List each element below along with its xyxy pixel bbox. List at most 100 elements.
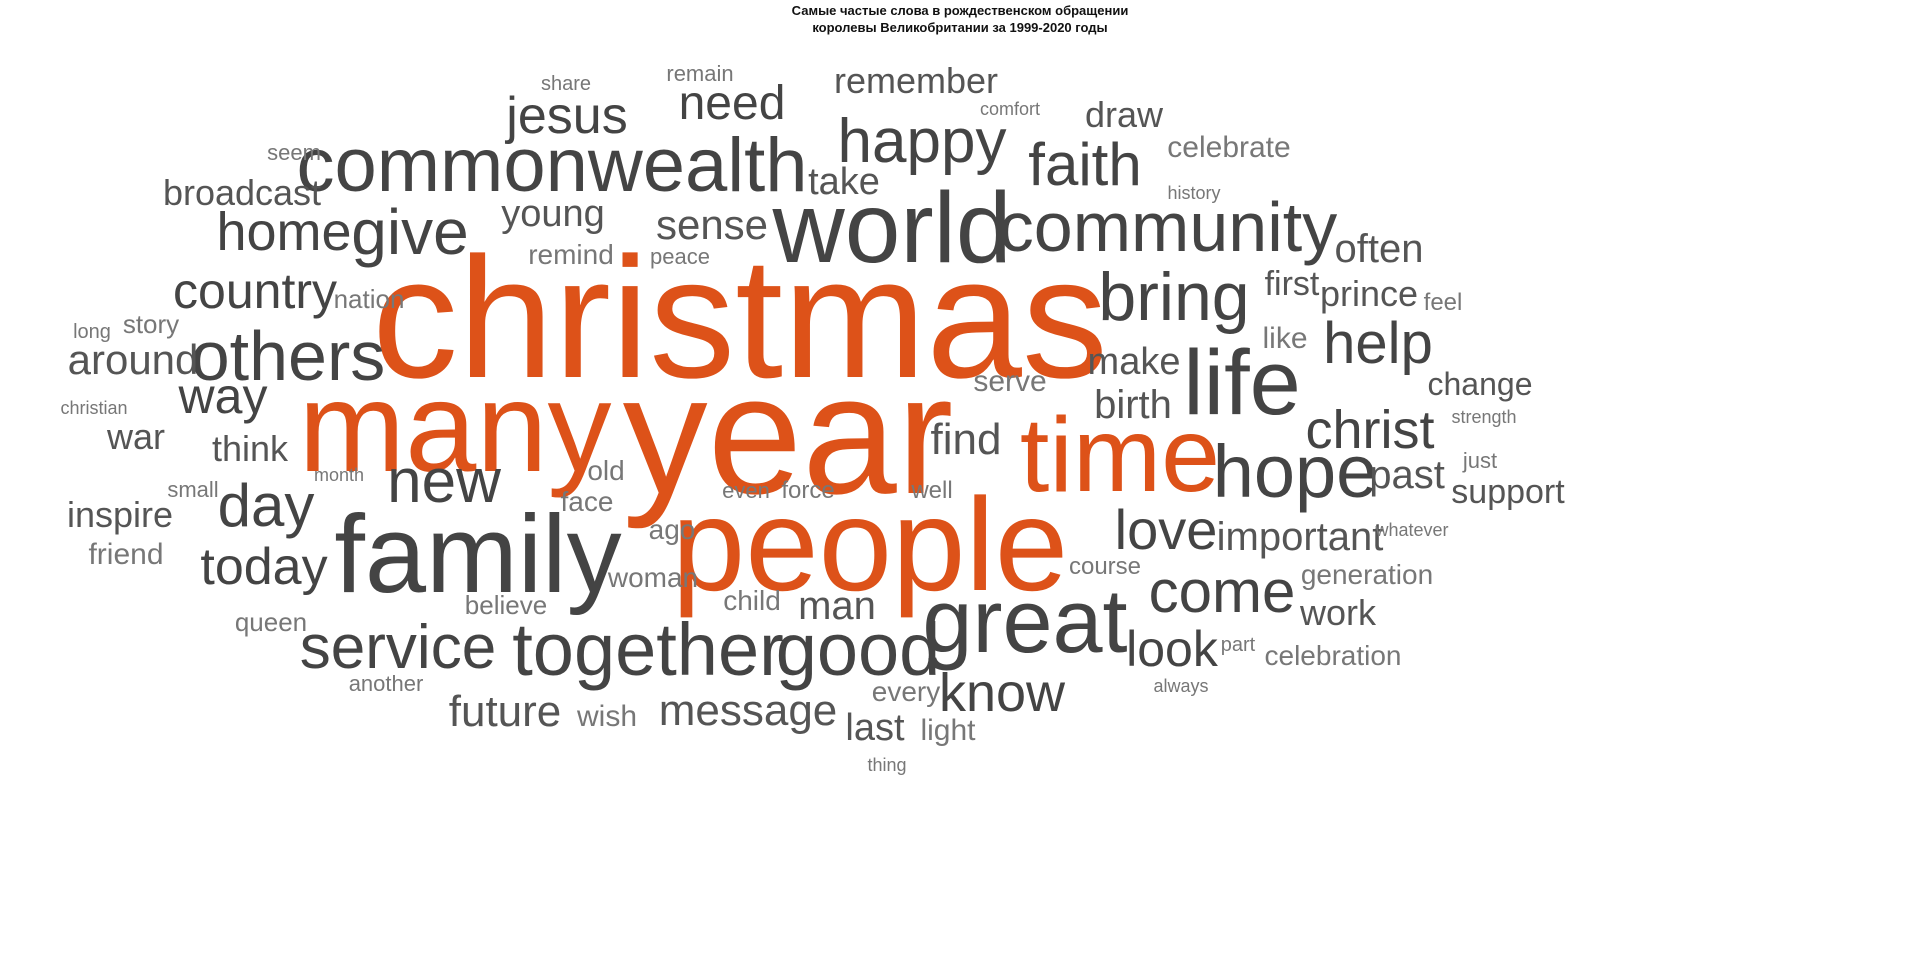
word-jesus: jesus <box>506 87 628 145</box>
word-part: part <box>1220 634 1256 656</box>
word-long: long <box>73 321 111 343</box>
word-wish: wish <box>576 700 638 733</box>
word-community: community <box>998 188 1338 266</box>
word-remember: remember <box>833 60 999 101</box>
word-bring: bring <box>1098 259 1250 335</box>
word-believe: believe <box>464 590 548 620</box>
word-seem: seem <box>267 140 321 165</box>
word-come: come <box>1148 558 1296 625</box>
word-family: family <box>334 493 622 616</box>
word-month: month <box>313 465 365 485</box>
word-love: love <box>1114 498 1218 561</box>
word-past: past <box>1369 453 1445 497</box>
word-history: history <box>1167 183 1221 203</box>
word-child: child <box>723 585 781 616</box>
word-together: together <box>512 608 784 691</box>
word-world: world <box>772 172 1012 284</box>
word-another: another <box>348 671 424 696</box>
word-force: force <box>781 477 835 504</box>
word-young: young <box>501 193 605 235</box>
word-faith: faith <box>1028 131 1142 198</box>
word-share: share <box>540 73 592 95</box>
word-queen: queen <box>234 607 308 637</box>
word-feel: feel <box>1423 289 1463 316</box>
word-man: man <box>798 584 876 628</box>
word-look: look <box>1126 621 1218 677</box>
word-well: well <box>911 477 953 504</box>
word-whatever: whatever <box>1375 520 1449 540</box>
word-take: take <box>808 161 880 203</box>
word-many: many <box>298 356 612 499</box>
word-prince: prince <box>1319 273 1419 314</box>
word-nation: nation <box>333 284 405 314</box>
word-thing: thing <box>867 755 907 775</box>
word-face: face <box>560 486 614 517</box>
word-future: future <box>448 687 562 736</box>
word-today: today <box>200 538 328 596</box>
word-great: great <box>922 572 1128 672</box>
word-commonwealth: commonwealth <box>296 123 808 208</box>
word-think: think <box>211 428 289 469</box>
word-every: every <box>871 676 941 707</box>
word-hope: hope <box>1212 430 1378 513</box>
word-celebrate: celebrate <box>1167 131 1291 164</box>
word-often: often <box>1334 227 1424 271</box>
word-story: story <box>122 309 180 339</box>
word-work: work <box>1299 592 1377 633</box>
word-know: know <box>938 663 1066 723</box>
word-course: course <box>1068 553 1142 580</box>
word-like: like <box>1262 322 1308 355</box>
word-happy: happy <box>837 107 1007 176</box>
word-strength: strength <box>1451 407 1517 427</box>
word-others: others <box>190 317 386 395</box>
word-give: give <box>351 196 469 268</box>
word-christian: christian <box>60 398 128 418</box>
word-light: light <box>920 714 976 747</box>
word-message: message <box>658 686 838 735</box>
word-always: always <box>1153 676 1209 696</box>
word-celebration: celebration <box>1264 640 1402 671</box>
word-country: country <box>173 263 337 319</box>
word-inspire: inspire <box>66 494 174 535</box>
word-year: year <box>622 340 954 530</box>
word-need: need <box>678 77 786 130</box>
word-comfort: comfort <box>979 99 1041 119</box>
chart-title: Самые частые слова в рождественском обра… <box>0 2 1920 36</box>
word-friend: friend <box>88 538 164 571</box>
word-make: make <box>1087 341 1181 383</box>
word-remain: remain <box>666 61 734 86</box>
word-christ: christ <box>1305 400 1435 460</box>
word-draw: draw <box>1084 94 1164 135</box>
word-war: war <box>106 416 166 457</box>
word-peace: peace <box>650 244 710 269</box>
word-birth: birth <box>1094 383 1172 427</box>
word-sense: sense <box>655 201 769 248</box>
word-life: life <box>1183 332 1301 434</box>
word-service: service <box>299 613 497 682</box>
word-small: small <box>167 477 219 502</box>
word-even: even <box>722 478 770 503</box>
word-change: change <box>1427 366 1533 402</box>
word-generation: generation <box>1300 559 1434 590</box>
word-broadcast: broadcast <box>162 172 322 213</box>
word-just: just <box>1462 448 1498 473</box>
word-serve: serve <box>973 365 1047 398</box>
word-woman: woman <box>607 562 699 593</box>
word-day: day <box>217 472 315 539</box>
word-support: support <box>1451 473 1565 511</box>
word-ago: ago <box>648 514 696 545</box>
word-first: first <box>1264 265 1320 303</box>
word-around: around <box>67 336 199 383</box>
word-find: find <box>930 415 1002 464</box>
word-old: old <box>587 455 625 486</box>
word-help: help <box>1323 311 1433 376</box>
word-new: new <box>387 447 501 516</box>
word-important: important <box>1216 515 1384 559</box>
word-remind: remind <box>528 239 614 270</box>
chart-title-line-1: Самые частые слова в рождественском обра… <box>791 3 1129 18</box>
word-home: home <box>216 202 352 262</box>
word-christmas: christmas <box>372 222 1108 414</box>
word-time: time <box>1019 396 1221 514</box>
